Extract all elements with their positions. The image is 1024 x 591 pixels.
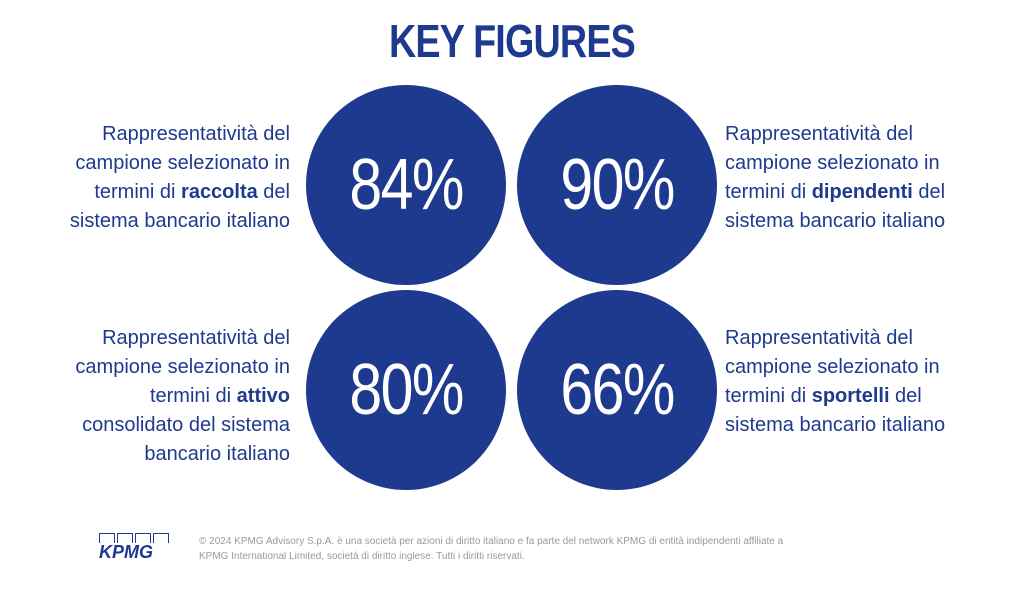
- description-text: del: [889, 385, 922, 407]
- description-line: Rappresentatività del: [102, 123, 290, 145]
- description-line: termini di attivo: [75, 382, 290, 411]
- description-line: campione selezionato in: [75, 356, 290, 378]
- kpmg-logo: KPMG: [99, 533, 171, 563]
- figure-value: 84%: [349, 145, 464, 225]
- description-keyword: dipendenti: [811, 181, 913, 203]
- description-line: Rappresentatività del: [102, 327, 290, 349]
- description-line: consolidato del sistema: [82, 414, 290, 436]
- figure-description-raccolta: Rappresentatività del campione seleziona…: [70, 120, 290, 236]
- description-line: sistema bancario italiano: [725, 210, 946, 232]
- description-line: campione selezionato in: [725, 152, 940, 174]
- figure-circle-dipendenti: 90%: [517, 85, 717, 285]
- figure-circle-attivo: 80%: [306, 290, 506, 490]
- description-line: Rappresentatività del: [725, 123, 913, 145]
- description-keyword: raccolta: [181, 181, 258, 203]
- description-keyword: sportelli: [811, 385, 890, 407]
- logo-bars-icon: [99, 533, 171, 543]
- description-line: termini di sportelli del: [725, 382, 945, 411]
- page-title: KEY FIGURES: [389, 15, 636, 67]
- figure-description-sportelli: Rappresentatività del campione seleziona…: [725, 324, 945, 440]
- description-text: del: [912, 181, 946, 203]
- footer-line: KPMG International Limited, società di d…: [199, 551, 525, 562]
- description-text: termini di: [94, 181, 182, 203]
- figure-value: 90%: [560, 145, 675, 225]
- description-text: del: [257, 181, 290, 203]
- footer-line: © 2024 KPMG Advisory S.p.A. è una societ…: [199, 536, 784, 547]
- copyright-footer: © 2024 KPMG Advisory S.p.A. è una societ…: [199, 534, 783, 564]
- figure-description-attivo: Rappresentatività del campione seleziona…: [75, 324, 290, 469]
- description-line: bancario italiano: [144, 443, 290, 465]
- description-text: termini di: [149, 385, 237, 407]
- description-line: Rappresentatività del: [725, 327, 913, 349]
- description-text: termini di: [725, 181, 812, 203]
- figure-circle-raccolta: 84%: [306, 85, 506, 285]
- description-line: termini di dipendenti del: [725, 178, 945, 207]
- logo-wordmark: KPMG: [99, 542, 153, 562]
- figure-circle-sportelli: 66%: [517, 290, 717, 490]
- description-line: sistema bancario italiano: [69, 210, 290, 232]
- description-text: termini di: [725, 385, 812, 407]
- description-line: campione selezionato in: [75, 152, 290, 174]
- figure-value: 80%: [349, 350, 464, 430]
- description-keyword: attivo: [236, 385, 290, 407]
- figure-value: 66%: [560, 350, 675, 430]
- figure-description-dipendenti: Rappresentatività del campione seleziona…: [725, 120, 945, 236]
- description-line: campione selezionato in: [725, 356, 940, 378]
- description-line: termini di raccolta del: [70, 178, 290, 207]
- description-line: sistema bancario italiano: [725, 414, 946, 436]
